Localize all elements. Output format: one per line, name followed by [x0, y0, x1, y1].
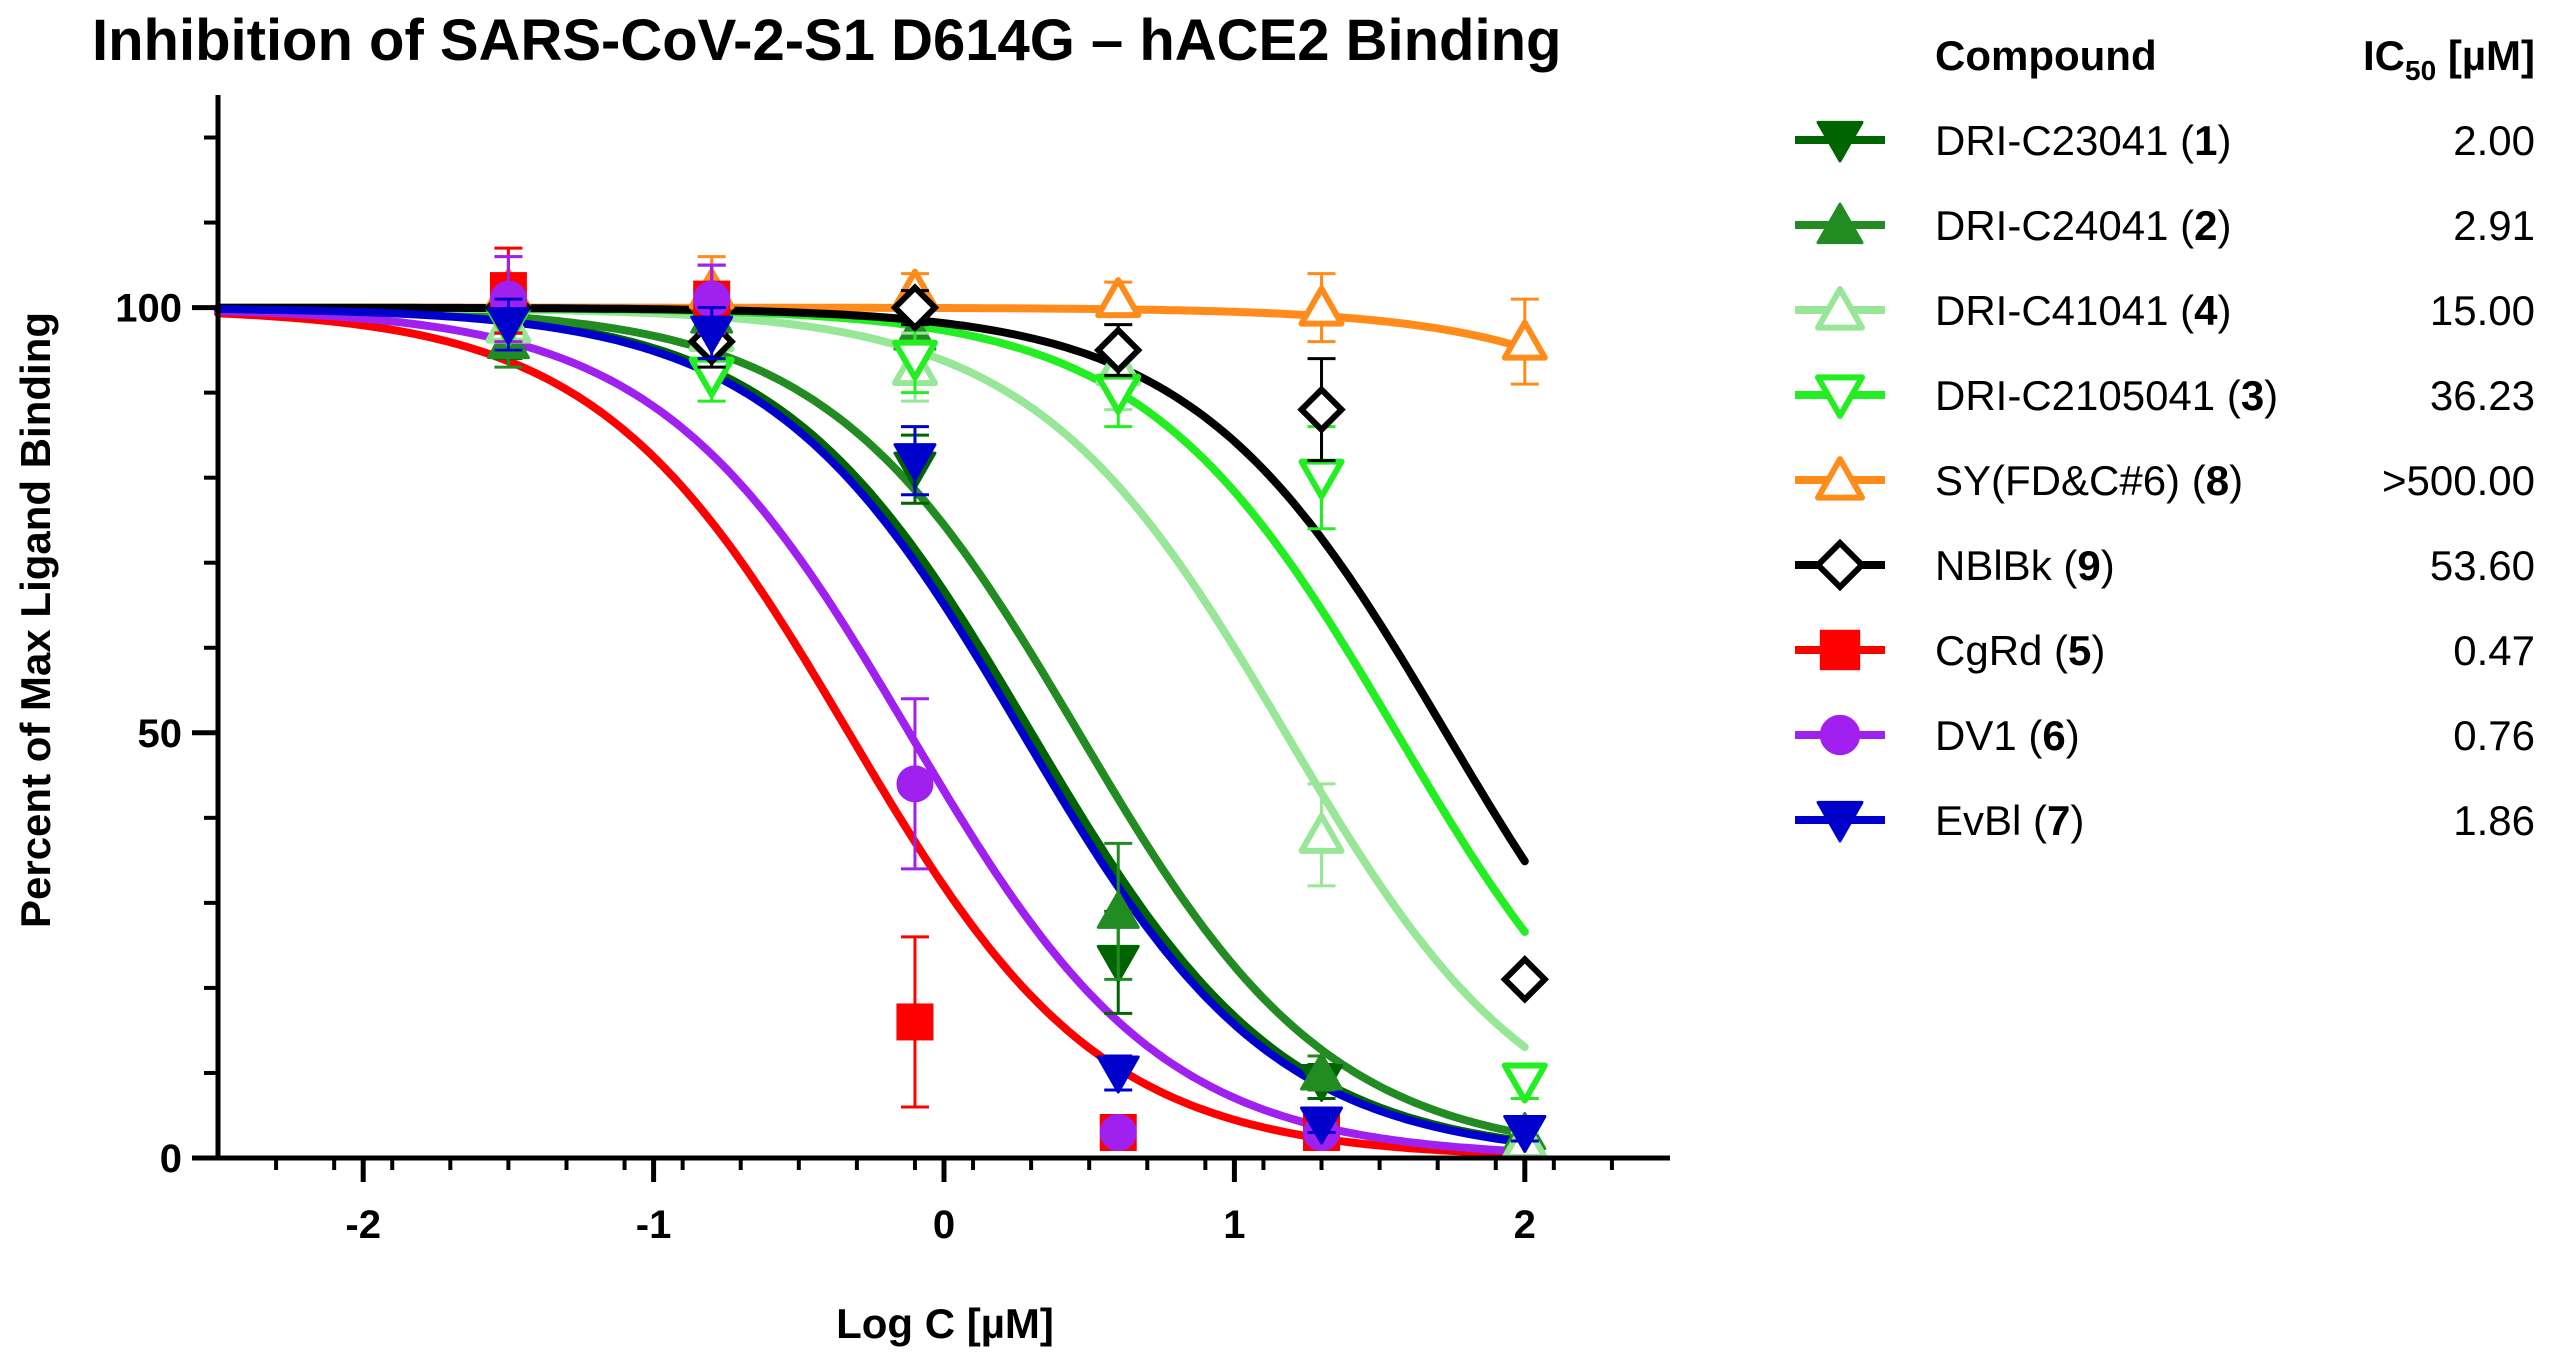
fit-curve-0	[214, 304, 1529, 1146]
legend-marker-4	[1815, 456, 1865, 501]
legend-header-compound: Compound	[1935, 32, 2157, 79]
y-tick-label: 0	[160, 1137, 182, 1181]
data-point-3-2	[891, 339, 938, 381]
data-points	[484, 246, 1550, 1160]
legend-ic50-6: 0.47	[2453, 627, 2535, 674]
legend-label-3: DRI-C2105041 (3)	[1935, 372, 2278, 419]
legend-ic50-4: >500.00	[2382, 457, 2535, 504]
x-tick-label: 1	[1223, 1203, 1245, 1247]
legend-marker-3	[1815, 374, 1865, 419]
data-point-7-2	[896, 765, 934, 803]
legend-label-1: DRI-C24041 (2)	[1935, 202, 2231, 249]
data-point-4-3	[1095, 277, 1142, 319]
data-point-8-0	[486, 307, 530, 346]
legend: Compound IC50 [µM] DRI-C23041 (1) 2.00 DRI…	[1795, 32, 2535, 844]
x-tick-label: -1	[636, 1203, 672, 1247]
data-point-2-4	[1298, 812, 1345, 854]
data-point-8-3	[1096, 1055, 1140, 1094]
data-point-3-3	[1095, 373, 1142, 415]
data-point-1-4	[1300, 1052, 1344, 1091]
legend-label-2: DRI-C41041 (4)	[1935, 287, 2231, 334]
legend-ic50-2: 15.00	[2430, 287, 2535, 334]
chart-title: Inhibition of SARS-CoV-2-S1 D614G – hACE…	[92, 8, 1561, 73]
y-tick-label: 100	[115, 287, 182, 331]
data-point-8-1	[690, 315, 734, 354]
data-point-3-4	[1298, 458, 1345, 500]
data-point-4-4	[1298, 285, 1345, 327]
legend-label-5: NBlBk (9)	[1935, 542, 2115, 589]
legend-marker-0	[1816, 120, 1864, 163]
y-axis-label: Percent of Max Ligand Binding	[12, 312, 59, 928]
data-point-5-2	[890, 283, 940, 332]
data-point-8-2	[893, 443, 937, 482]
data-point-5-5	[1500, 955, 1550, 1004]
data-point-3-5	[1501, 1062, 1548, 1104]
legend-ic50-5: 53.60	[2430, 542, 2535, 589]
data-point-8-5	[1503, 1114, 1547, 1153]
fit-curve-8	[214, 305, 1529, 1147]
legend-marker-8	[1816, 800, 1864, 843]
legend-label-8: EvBl (7)	[1935, 797, 2084, 844]
y-tick-label: 50	[138, 712, 183, 756]
legend-ic50-0: 2.00	[2453, 117, 2535, 164]
legend-ic50-7: 0.76	[2453, 712, 2535, 759]
legend-marker-5	[1813, 538, 1867, 592]
data-point-4-5	[1501, 319, 1548, 361]
axes: -2 -1 0 1 2 0 50 100	[115, 95, 1670, 1247]
legend-header-ic50: IC50 [µM]	[2363, 32, 2535, 86]
legend-ic50-1: 2.91	[2453, 202, 2535, 249]
fit-curve-5	[214, 303, 1529, 866]
legend-ic50-8: 1.86	[2453, 797, 2535, 844]
legend-ic50-3: 36.23	[2430, 372, 2535, 419]
data-point-5-4	[1297, 385, 1346, 434]
legend-marker-7	[1819, 714, 1861, 756]
x-tick-label: 0	[933, 1203, 955, 1247]
legend-label-0: DRI-C23041 (1)	[1935, 117, 2231, 164]
legend-label-7: DV1 (6)	[1935, 712, 2080, 759]
data-point-5-3	[1093, 325, 1143, 375]
legend-label-6: CgRd (5)	[1935, 627, 2105, 674]
x-tick-label: -2	[345, 1203, 381, 1247]
fit-curves	[214, 303, 1529, 1158]
x-tick-label: 2	[1514, 1203, 1536, 1247]
legend-marker-1	[1816, 202, 1864, 245]
data-point-1-3	[1096, 890, 1140, 929]
legend-marker-2	[1815, 286, 1865, 331]
data-point-7-3	[1099, 1113, 1137, 1151]
fit-curve-6	[214, 309, 1529, 1158]
legend-marker-6	[1819, 629, 1861, 671]
x-axis-label: Log C [µM]	[836, 1300, 1054, 1347]
data-point-8-4	[1300, 1106, 1344, 1145]
fit-curve-1	[214, 304, 1529, 1138]
legend-label-4: SY(FD&C#6) (8)	[1935, 457, 2243, 504]
data-point-6-2	[896, 1003, 934, 1041]
fit-curve-7	[214, 307, 1529, 1156]
